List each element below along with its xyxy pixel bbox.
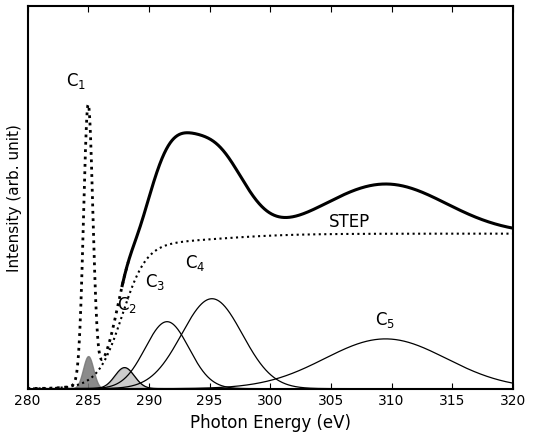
Text: C$_3$: C$_3$ bbox=[145, 272, 165, 291]
Y-axis label: Intensity (arb. unit): Intensity (arb. unit) bbox=[7, 124, 22, 272]
Text: C$_2$: C$_2$ bbox=[117, 294, 137, 314]
Text: C$_5$: C$_5$ bbox=[375, 310, 395, 329]
X-axis label: Photon Energy (eV): Photon Energy (eV) bbox=[190, 413, 351, 431]
Text: C$_4$: C$_4$ bbox=[185, 252, 205, 272]
Text: STEP: STEP bbox=[328, 212, 370, 230]
Text: C$_1$: C$_1$ bbox=[66, 71, 86, 91]
